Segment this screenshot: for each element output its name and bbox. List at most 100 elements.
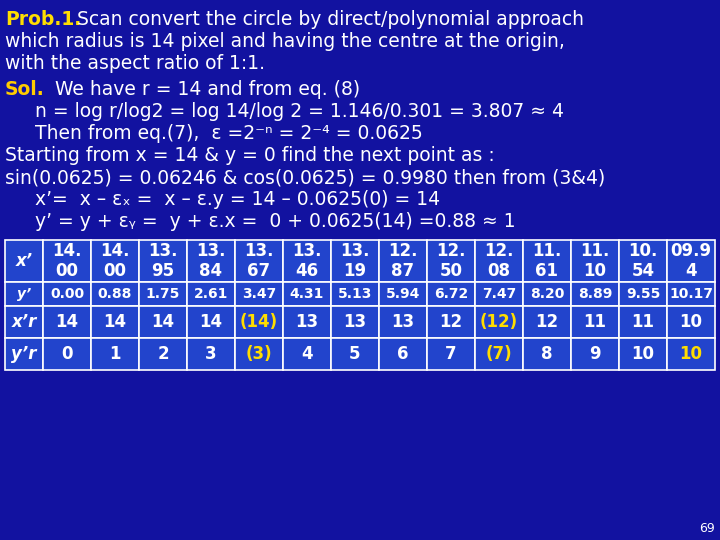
Text: 5.94: 5.94	[386, 287, 420, 301]
Text: 8: 8	[541, 345, 553, 363]
Text: 11: 11	[631, 313, 654, 331]
Bar	[235, 282, 283, 306]
Text: 10.17: 10.17	[669, 287, 713, 301]
Bar	[139, 240, 187, 282]
Bar	[91, 338, 139, 370]
Bar	[667, 240, 715, 282]
Text: 10.
54: 10. 54	[629, 241, 657, 280]
Bar	[379, 338, 427, 370]
Text: Scan convert the circle by direct/polynomial approach: Scan convert the circle by direct/polyno…	[71, 10, 584, 29]
Bar	[667, 282, 715, 306]
Text: 69: 69	[699, 522, 715, 535]
Text: y’ = y + εᵧ =  y + ε.x =  0 + 0.0625(14) =0.88 ≈ 1: y’ = y + εᵧ = y + ε.x = 0 + 0.0625(14) =…	[5, 212, 516, 231]
Bar	[283, 306, 331, 338]
Bar	[523, 306, 571, 338]
Bar	[523, 338, 571, 370]
Text: 11.
61: 11. 61	[532, 241, 562, 280]
Bar	[5, 306, 43, 338]
Text: 8.20: 8.20	[530, 287, 564, 301]
Text: n = log r/log2 = log 14/log 2 = 1.146/0.301 = 3.807 ≈ 4: n = log r/log2 = log 14/log 2 = 1.146/0.…	[5, 102, 564, 121]
Text: 0: 0	[61, 345, 73, 363]
Bar	[43, 282, 91, 306]
Text: 13.
46: 13. 46	[292, 241, 322, 280]
Text: Starting from x = 14 & y = 0 find the next point as :: Starting from x = 14 & y = 0 find the ne…	[5, 146, 495, 165]
Text: 3.47: 3.47	[242, 287, 276, 301]
Text: with the aspect ratio of 1:1.: with the aspect ratio of 1:1.	[5, 54, 265, 73]
Text: 4: 4	[301, 345, 312, 363]
Text: 10: 10	[631, 345, 654, 363]
Bar	[187, 338, 235, 370]
Bar	[5, 338, 43, 370]
Bar	[379, 240, 427, 282]
Bar	[91, 240, 139, 282]
Text: Then from eq.(7),  ε =2⁻ⁿ = 2⁻⁴ = 0.0625: Then from eq.(7), ε =2⁻ⁿ = 2⁻⁴ = 0.0625	[5, 124, 423, 143]
Bar	[5, 282, 43, 306]
Bar	[235, 240, 283, 282]
Text: 14: 14	[104, 313, 127, 331]
Bar	[523, 282, 571, 306]
Text: x’: x’	[15, 252, 32, 270]
Text: 9: 9	[589, 345, 600, 363]
Bar	[571, 282, 619, 306]
Text: 8.89: 8.89	[578, 287, 612, 301]
Text: (7): (7)	[486, 345, 513, 363]
Bar	[571, 338, 619, 370]
Bar	[5, 240, 43, 282]
Bar	[379, 282, 427, 306]
Text: 13.
19: 13. 19	[341, 241, 370, 280]
Text: 10: 10	[680, 345, 703, 363]
Bar	[619, 306, 667, 338]
Text: 13: 13	[392, 313, 415, 331]
Text: y’: y’	[17, 287, 31, 301]
Bar	[475, 282, 523, 306]
Text: 14: 14	[151, 313, 174, 331]
Text: 12: 12	[536, 313, 559, 331]
Bar	[331, 240, 379, 282]
Bar	[475, 240, 523, 282]
Bar	[283, 282, 331, 306]
Text: 4.31: 4.31	[290, 287, 324, 301]
Bar	[91, 306, 139, 338]
Bar	[619, 282, 667, 306]
Bar	[427, 240, 475, 282]
Bar	[523, 240, 571, 282]
Bar	[427, 338, 475, 370]
Text: 1: 1	[109, 345, 121, 363]
Bar	[139, 306, 187, 338]
Text: 2.61: 2.61	[194, 287, 228, 301]
Text: (14): (14)	[240, 313, 278, 331]
Bar	[667, 338, 715, 370]
Bar	[235, 306, 283, 338]
Text: 13.
67: 13. 67	[244, 241, 274, 280]
Text: 13: 13	[295, 313, 318, 331]
Text: Prob.1.: Prob.1.	[5, 10, 81, 29]
Bar	[331, 338, 379, 370]
Text: 13.
95: 13. 95	[148, 241, 178, 280]
Bar	[91, 282, 139, 306]
Bar	[331, 306, 379, 338]
Bar	[667, 306, 715, 338]
Bar	[283, 240, 331, 282]
Bar	[187, 282, 235, 306]
Bar	[283, 338, 331, 370]
Text: 12.
08: 12. 08	[485, 241, 514, 280]
Text: 7.47: 7.47	[482, 287, 516, 301]
Bar	[331, 282, 379, 306]
Bar	[571, 306, 619, 338]
Text: 13: 13	[343, 313, 366, 331]
Text: 5.13: 5.13	[338, 287, 372, 301]
Bar	[235, 338, 283, 370]
Text: x’r: x’r	[12, 313, 37, 331]
Text: We have r = 14 and from eq. (8): We have r = 14 and from eq. (8)	[43, 80, 360, 99]
Text: 09.9
4: 09.9 4	[670, 241, 711, 280]
Text: 9.55: 9.55	[626, 287, 660, 301]
Text: 11.
10: 11. 10	[580, 241, 610, 280]
Text: 12.
50: 12. 50	[436, 241, 466, 280]
Text: 7: 7	[445, 345, 456, 363]
Bar	[619, 240, 667, 282]
Bar	[571, 240, 619, 282]
Bar	[427, 306, 475, 338]
Text: 10: 10	[680, 313, 703, 331]
Text: 12: 12	[439, 313, 462, 331]
Text: sin(0.0625) = 0.06246 & cos(0.0625) = 0.9980 then from (3&4): sin(0.0625) = 0.06246 & cos(0.0625) = 0.…	[5, 168, 606, 187]
